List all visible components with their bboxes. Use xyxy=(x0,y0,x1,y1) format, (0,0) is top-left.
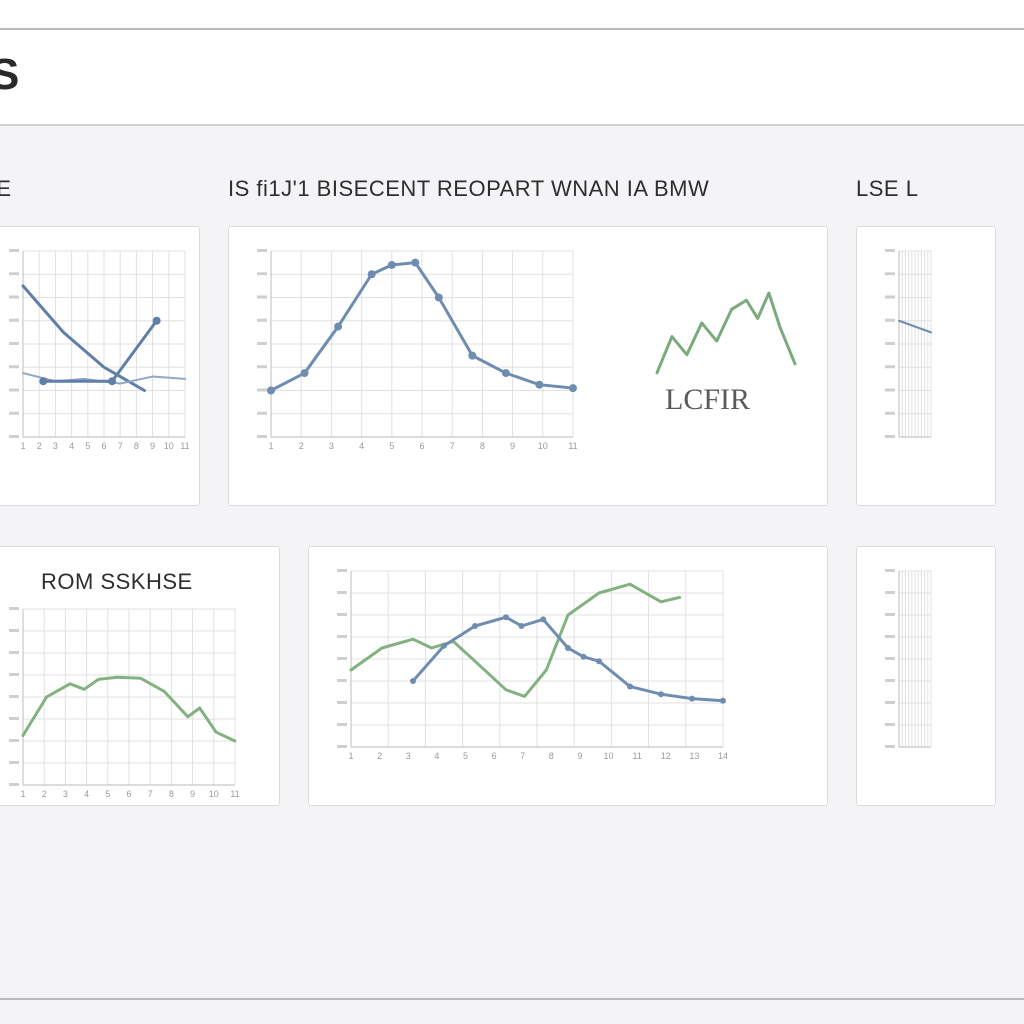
line-chart xyxy=(875,565,935,765)
dashboard-content: CE 1234567891011 IS fi1J'1 BISECENT REOP… xyxy=(0,126,1024,806)
svg-text:3: 3 xyxy=(329,441,334,451)
page-title: S xyxy=(0,50,1024,100)
svg-text:2: 2 xyxy=(377,751,382,761)
chart-panel-2: IS fi1J'1 BISECENT REOPART WNAN IA BMW 1… xyxy=(228,176,828,506)
svg-text:10: 10 xyxy=(538,441,548,451)
chart-panel-5: 1234567891011121314 xyxy=(308,546,828,806)
svg-text:1: 1 xyxy=(20,441,25,451)
svg-text:14: 14 xyxy=(718,751,727,761)
chart-row-1: CE 1 2 3 4 5 6 7 8 9 10 11 IS fi1J'1 BISECENT REOP… xyxy=(0,176,1024,506)
svg-text:11: 11 xyxy=(568,441,577,451)
logo-text: LCFIR xyxy=(665,383,811,417)
svg-text:1: 1 xyxy=(268,441,273,451)
panel-title: LSE L xyxy=(856,176,996,202)
svg-text:3: 3 xyxy=(53,441,58,451)
chart-panel-4: ROM SSKHSE 1 2 3 4 5 6 7 8 9 10 11 xyxy=(0,546,280,806)
svg-text:8: 8 xyxy=(169,789,174,799)
svg-text:11: 11 xyxy=(632,751,641,761)
svg-text:9: 9 xyxy=(577,751,582,761)
chart-card[interactable] xyxy=(856,226,996,506)
top-bar xyxy=(0,0,1024,30)
svg-text:11: 11 xyxy=(230,789,239,799)
panel-overlay-label: ROM SSKHSE xyxy=(41,569,193,595)
line-chart: 1 2 3 4 5 6 7 8 9 10 11 xyxy=(0,245,189,455)
svg-text:10: 10 xyxy=(604,751,614,761)
chart-card[interactable]: 1 2 3 4 5 6 7 8 9 10 11 xyxy=(0,226,200,506)
line-chart: 1 2 3 4 5 6 7 8 9 10 11 xyxy=(0,603,239,803)
line-chart xyxy=(875,245,935,455)
chart-panel-6 xyxy=(856,546,996,806)
svg-text:4: 4 xyxy=(69,441,74,451)
logo-sparkline xyxy=(651,287,801,397)
svg-text:5: 5 xyxy=(85,441,90,451)
svg-text:9: 9 xyxy=(510,441,515,451)
svg-text:3: 3 xyxy=(406,751,411,761)
logo-block: LCFIR xyxy=(651,287,811,417)
svg-text:7: 7 xyxy=(450,441,455,451)
svg-text:5: 5 xyxy=(463,751,468,761)
svg-text:10: 10 xyxy=(164,441,174,451)
svg-text:2: 2 xyxy=(42,789,47,799)
svg-text:13: 13 xyxy=(689,751,699,761)
svg-text:6: 6 xyxy=(126,789,131,799)
svg-text:12: 12 xyxy=(661,751,671,761)
svg-text:5: 5 xyxy=(389,441,394,451)
page-header: S xyxy=(0,30,1024,126)
svg-text:11: 11 xyxy=(180,441,189,451)
chart-card[interactable]: ROM SSKHSE 1 2 3 4 5 6 7 8 9 10 11 xyxy=(0,546,280,806)
svg-text:9: 9 xyxy=(190,789,195,799)
svg-text:2: 2 xyxy=(299,441,304,451)
svg-text:4: 4 xyxy=(359,441,364,451)
svg-text:8: 8 xyxy=(480,441,485,451)
svg-text:10: 10 xyxy=(209,789,219,799)
line-chart: 1234567891011121314 xyxy=(327,565,727,765)
chart-row-2: ROM SSKHSE 1234567891011 123456789101112… xyxy=(0,546,1024,806)
svg-text:1: 1 xyxy=(348,751,353,761)
panel-title: CE xyxy=(0,176,200,202)
svg-text:3: 3 xyxy=(63,789,68,799)
svg-text:8: 8 xyxy=(134,441,139,451)
panel-title: IS fi1J'1 BISECENT REOPART WNAN IA BMW xyxy=(228,176,828,202)
svg-text:4: 4 xyxy=(434,751,439,761)
svg-text:4: 4 xyxy=(84,789,89,799)
svg-text:6: 6 xyxy=(101,441,106,451)
line-chart: 1 2 3 4 5 6 7 8 9 10 11 xyxy=(247,245,577,455)
chart-card[interactable]: 1234567891011121314 xyxy=(308,546,828,806)
svg-text:7: 7 xyxy=(520,751,525,761)
svg-text:8: 8 xyxy=(549,751,554,761)
svg-text:7: 7 xyxy=(148,789,153,799)
svg-text:5: 5 xyxy=(105,789,110,799)
chart-panel-3: LSE L xyxy=(856,176,996,506)
svg-text:7: 7 xyxy=(118,441,123,451)
svg-text:6: 6 xyxy=(492,751,497,761)
chart-panel-1: CE 1 2 3 4 5 6 7 8 9 10 11 xyxy=(0,176,200,506)
svg-text:1: 1 xyxy=(20,789,25,799)
chart-card[interactable]: 1 2 3 4 5 6 7 8 9 10 11 LCFIR xyxy=(228,226,828,506)
svg-text:2: 2 xyxy=(37,441,42,451)
chart-card[interactable] xyxy=(856,546,996,806)
svg-text:6: 6 xyxy=(419,441,424,451)
svg-text:9: 9 xyxy=(150,441,155,451)
bottom-divider xyxy=(0,998,1024,1000)
